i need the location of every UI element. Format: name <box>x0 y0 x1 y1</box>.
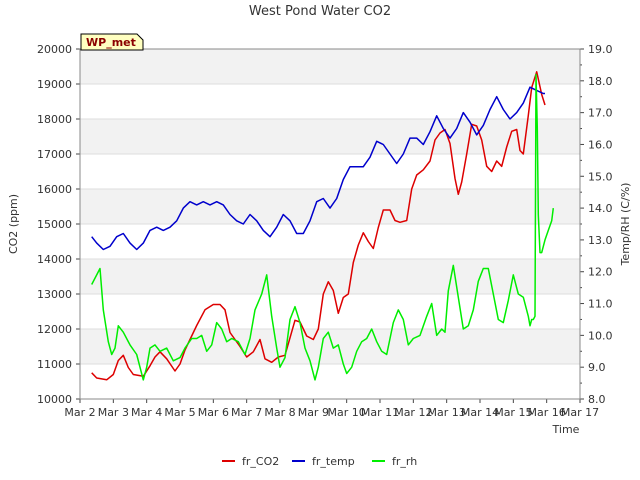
plot-band <box>80 259 580 294</box>
y2-axis-label: Temp/RH (C/%) <box>619 183 632 267</box>
plot-band <box>80 119 580 154</box>
y2-tick-label: 16.0 <box>588 138 613 151</box>
y-tick-label: 12000 <box>37 323 72 336</box>
plot-band <box>80 224 580 259</box>
y2-tick-label: 10.0 <box>588 329 613 342</box>
x-tick-label: Mar 6 <box>198 406 229 419</box>
y2-tick-label: 13.0 <box>588 234 613 247</box>
y2-tick-label: 8.0 <box>588 393 606 406</box>
x-axis-label: Time <box>552 423 580 436</box>
x-tick-label: Mar 17 <box>561 406 599 419</box>
badge-box <box>80 33 144 51</box>
x-tick-label: Mar 14 <box>461 406 499 419</box>
y2-tick-label: 12.0 <box>588 266 613 279</box>
plot-band <box>80 294 580 329</box>
y-tick-label: 10000 <box>37 393 72 406</box>
y2-tick-label: 17.0 <box>588 107 613 120</box>
y2-tick-label: 18.0 <box>588 75 613 88</box>
plot-band <box>80 189 580 224</box>
y2-tick-label: 11.0 <box>588 298 613 311</box>
axes <box>76 48 584 403</box>
series-line-fr-temp <box>91 86 545 251</box>
site-badge: WP_met <box>80 33 144 51</box>
x-tick-label: Mar 10 <box>328 406 366 419</box>
y-axis-label: CO2 (ppm) <box>7 194 20 254</box>
y-tick-label: 14000 <box>37 253 72 266</box>
y-tick-label: 13000 <box>37 288 72 301</box>
x-tick-label: Mar 3 <box>98 406 129 419</box>
y-tick-label: 15000 <box>37 218 72 231</box>
y-tick-label: 17000 <box>37 148 72 161</box>
series-lines <box>91 71 555 381</box>
legend: fr_CO2 fr_temp fr_rh <box>222 455 417 468</box>
plot-frame <box>79 48 581 400</box>
y2-tick-label: 15.0 <box>588 170 613 183</box>
y2-tick-label: 9.0 <box>588 361 606 374</box>
x-tick-label: Mar 4 <box>131 406 162 419</box>
y-tick-label: 19000 <box>37 78 72 91</box>
tick-labels: 10000 11000 12000 13000 14000 15000 16000 17000… <box>37 43 613 419</box>
x-tick-label: Mar 8 <box>264 406 295 419</box>
plot-band <box>80 329 580 364</box>
x-tick-label: Mar 12 <box>394 406 432 419</box>
y2-tick-label: 19.0 <box>588 43 613 56</box>
series-line-fr-rh <box>91 73 555 381</box>
x-tick-label: Mar 16 <box>528 406 566 419</box>
y-tick-label: 11000 <box>37 358 72 371</box>
series-line-fr-co2 <box>91 71 546 381</box>
plot-bands <box>80 49 580 399</box>
plot-band <box>80 84 580 119</box>
x-tick-label: Mar 5 <box>164 406 195 419</box>
x-tick-label: Mar 9 <box>298 406 329 419</box>
x-tick-label: Mar 15 <box>494 406 532 419</box>
plot-band <box>80 154 580 189</box>
x-tick-label: Mar 11 <box>361 406 399 419</box>
badge-label: WP_met <box>86 36 136 49</box>
y2-tick-label: 14.0 <box>588 202 613 215</box>
x-tick-label: Mar 2 <box>64 406 95 419</box>
y-tick-label: 20000 <box>37 43 72 56</box>
x-tick-label: Mar 13 <box>428 406 466 419</box>
legend-label: fr_CO2 <box>242 455 279 468</box>
x-tick-label: Mar 7 <box>231 406 262 419</box>
y-tick-label: 16000 <box>37 183 72 196</box>
y-tick-label: 18000 <box>37 113 72 126</box>
legend-label: fr_temp <box>312 455 355 468</box>
plot-band <box>80 364 580 399</box>
plot-band <box>80 49 580 84</box>
legend-label: fr_rh <box>392 455 417 468</box>
chart-title: West Pond Water CO2 <box>249 4 391 19</box>
